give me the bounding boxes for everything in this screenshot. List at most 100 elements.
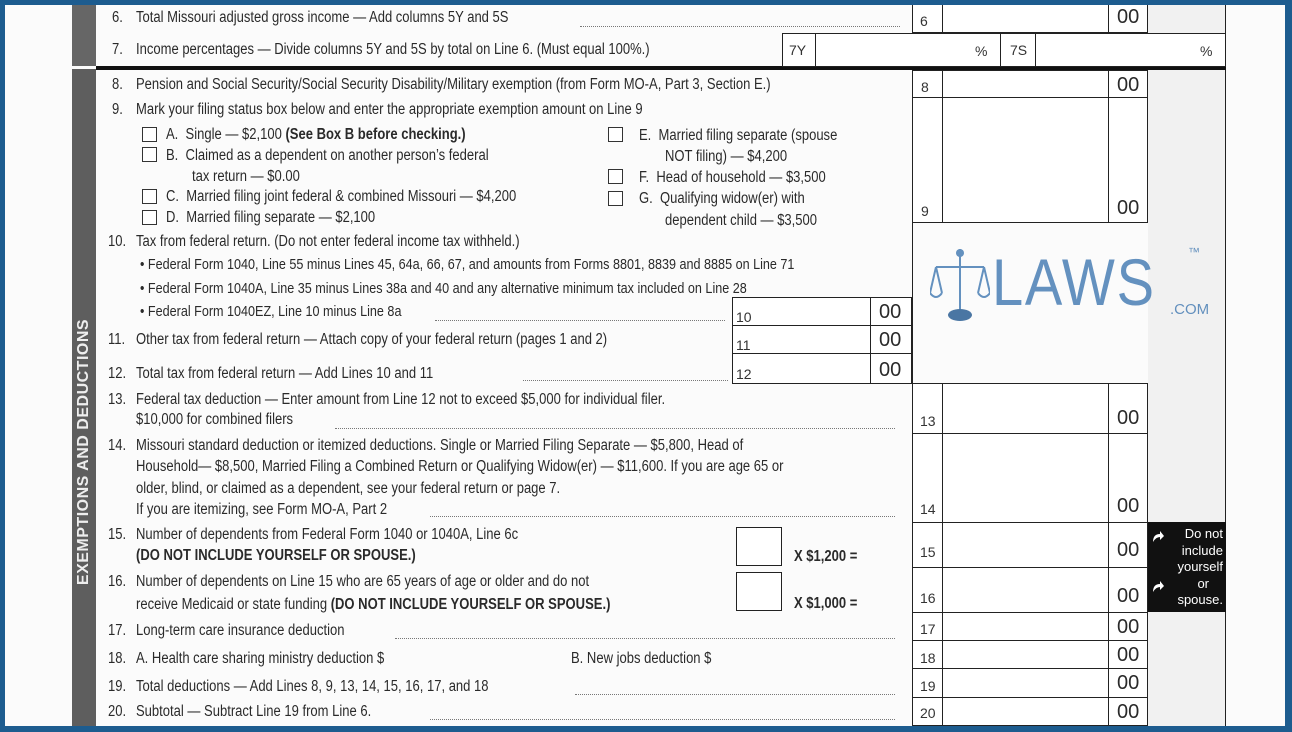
line-10-bullet-1040ez: • Federal Form 1040EZ, Line 10 minus Lin… [140, 303, 402, 320]
line-16-dependents-count-field[interactable] [736, 572, 782, 611]
line-13-text: Federal tax deduction — Enter amount fro… [136, 391, 666, 408]
line-11-box-label: 11 [736, 337, 751, 353]
line-12-cents: 00 [879, 359, 902, 381]
line-8-text: Pension and Social Security/Social Secur… [136, 76, 771, 93]
line-10-box-label: 10 [736, 309, 752, 325]
line-20-box-label: 20 [920, 705, 936, 721]
line-12-box-label: 12 [736, 366, 752, 382]
line-16-text: Number of dependents on Line 15 who are … [136, 573, 590, 590]
filing-status-e-checkbox[interactable] [608, 127, 623, 142]
line-9-amount-field[interactable] [912, 97, 1148, 223]
section-divider [96, 66, 1226, 70]
filing-status-f-label: F. Head of household — $3,500 [639, 169, 826, 186]
line-15-box-label: 15 [920, 544, 936, 560]
line-17-amount-field[interactable] [943, 613, 1107, 639]
line-15-warning: (DO NOT INCLUDE YOURSELF OR SPOUSE.) [136, 547, 416, 564]
line-13-amount-field[interactable] [912, 383, 1148, 434]
scales-of-justice-icon [930, 249, 990, 321]
line-18-box-label: 18 [920, 650, 936, 666]
line-10-number: 10. [108, 233, 127, 250]
line-9-text: Mark your filing status box below and en… [136, 101, 643, 118]
line-12-amount-field[interactable] [755, 354, 869, 383]
filing-status-d-checkbox[interactable] [142, 210, 157, 225]
line-15-number: 15. [108, 526, 127, 543]
line-8-cents: 00 [1117, 74, 1140, 96]
line-15-amount-field[interactable] [912, 522, 1148, 568]
line-14-text-2: Household— $8,500, Married Filing a Comb… [136, 458, 784, 475]
filing-status-g-checkbox[interactable] [608, 191, 623, 206]
line-12-number: 12. [108, 365, 127, 382]
line-14-text-3: older, blind, or claimed as a dependent,… [136, 480, 561, 497]
filing-status-c-label: C. Married filing joint federal & combin… [166, 188, 517, 205]
line-19-number: 19. [108, 678, 127, 695]
line-7y-percent-field[interactable] [816, 34, 999, 66]
line-17-box-label: 17 [920, 621, 936, 637]
line-14-text: Missouri standard deduction or itemized … [136, 437, 744, 454]
line-7-fields [782, 33, 1226, 67]
line-19-cents: 00 [1117, 672, 1140, 694]
line-14-amount-field[interactable] [912, 433, 1148, 523]
line-15-cents: 00 [1117, 539, 1140, 561]
filing-status-a-checkbox[interactable] [142, 127, 157, 142]
section-strip-top [72, 5, 96, 66]
laws-watermark-logo: LAWS ™ .COM [930, 245, 1220, 325]
line-8-box-label: 8 [921, 79, 929, 95]
section-label: EXEMPTIONS AND DEDUCTIONS [75, 318, 92, 586]
filing-status-b-label: B. Claimed as a dependent on another per… [166, 147, 489, 164]
line-14-cents: 00 [1117, 495, 1140, 517]
filing-status-b-checkbox[interactable] [142, 147, 157, 162]
lines-10-12-box [732, 297, 912, 384]
line-6-amount-field[interactable] [912, 5, 1148, 33]
line-14-text-4: If you are itemizing, see Form MO-A, Par… [136, 501, 388, 518]
line-11-text: Other tax from federal return — Attach c… [136, 331, 608, 348]
line-16-amount-field[interactable] [912, 567, 1148, 613]
watermark-brand: LAWS [992, 245, 1156, 319]
line-9-number: 9. [112, 101, 123, 118]
note-line: spouse. [1177, 592, 1223, 607]
line-16-multiplier: X $1,000 = [794, 595, 858, 612]
line-11-amount-field[interactable] [755, 326, 869, 352]
line-18-amount-field[interactable] [943, 641, 1107, 667]
note-line: yourself [1177, 559, 1223, 574]
pointing-arrow-icon [1153, 531, 1164, 542]
line-10-text: Tax from federal return. (Do not enter f… [136, 233, 520, 250]
filing-status-g-label-2: dependent child — $3,500 [665, 212, 818, 229]
filing-status-g-label: G. Qualifying widow(er) with [639, 190, 805, 207]
right-margin [1148, 5, 1225, 726]
section-strip [72, 69, 96, 726]
line-15-text: Number of dependents from Federal Form 1… [136, 526, 519, 543]
line-10-cents: 00 [879, 301, 902, 323]
line-6-text: Total Missouri adjusted gross income — A… [136, 9, 509, 26]
line-19-text: Total deductions — Add Lines 8, 9, 13, 1… [136, 678, 489, 695]
line-15-dependents-count-field[interactable] [736, 527, 782, 566]
line-7-number: 7. [112, 41, 123, 58]
line-9-box-label: 9 [921, 203, 929, 219]
pointing-arrow-icon [1153, 581, 1164, 592]
filing-status-c-checkbox[interactable] [142, 189, 157, 204]
line-20-cents: 00 [1117, 701, 1140, 723]
line-19-amount-field[interactable] [943, 669, 1107, 696]
line-14-number: 14. [108, 437, 127, 454]
line-14-box-label: 14 [920, 501, 936, 517]
line-8-amount-field[interactable] [912, 70, 1148, 98]
line-6-box-label: 6 [920, 13, 928, 29]
filing-status-d-label: D. Married filing separate — $2,100 [166, 209, 376, 226]
filing-status-f-checkbox[interactable] [608, 169, 623, 184]
line-7s-percent-field[interactable] [1036, 34, 1224, 66]
line-13-text-2: $10,000 for combined filers [136, 411, 294, 428]
line-10-amount-field[interactable] [755, 298, 869, 324]
line-17-text: Long-term care insurance deduction [136, 622, 345, 639]
line-10-bullet-1040: • Federal Form 1040, Line 55 minus Lines… [140, 256, 795, 273]
watermark-tm: ™ [1188, 245, 1200, 259]
line-13-number: 13. [108, 391, 127, 408]
filing-status-a-label: A. Single — $2,100 (See Box B before che… [166, 126, 466, 143]
filing-status-e-label-2: NOT filing) — $4,200 [665, 148, 788, 165]
line-12-text: Total tax from federal return — Add Line… [136, 365, 434, 382]
watermark-suffix: .COM [1170, 301, 1210, 318]
line-7s-percent-sign: % [1200, 43, 1213, 59]
line-11-number: 11. [108, 331, 126, 348]
line-20-amount-field[interactable] [943, 698, 1107, 725]
line-7s-label: 7S [1010, 42, 1028, 58]
line-18-number: 18. [108, 650, 127, 667]
line-18-cents: 00 [1117, 644, 1140, 666]
